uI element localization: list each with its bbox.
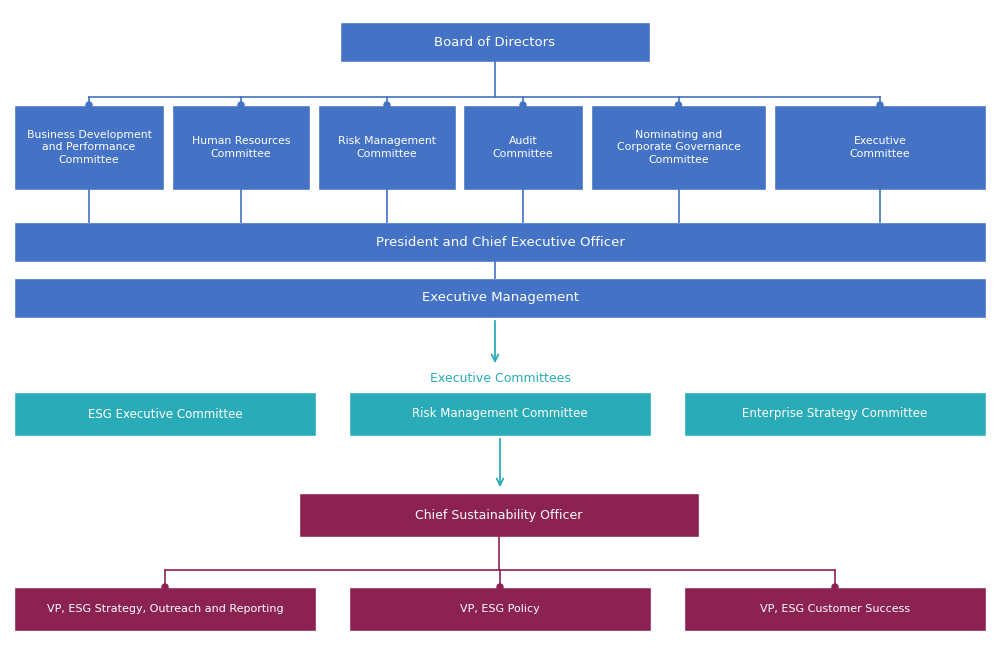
FancyBboxPatch shape xyxy=(774,105,986,190)
Text: Business Development
and Performance
Committee: Business Development and Performance Com… xyxy=(27,130,151,165)
Text: President and Chief Executive Officer: President and Chief Executive Officer xyxy=(376,236,624,249)
FancyBboxPatch shape xyxy=(172,105,310,190)
Text: Risk Management
Committee: Risk Management Committee xyxy=(338,136,436,159)
Circle shape xyxy=(676,102,682,108)
FancyBboxPatch shape xyxy=(14,587,316,631)
Circle shape xyxy=(162,584,168,590)
FancyBboxPatch shape xyxy=(318,105,456,190)
FancyBboxPatch shape xyxy=(14,105,164,190)
Circle shape xyxy=(384,102,390,108)
FancyBboxPatch shape xyxy=(14,278,986,318)
Text: Enterprise Strategy Committee: Enterprise Strategy Committee xyxy=(742,407,928,421)
Text: Nominating and
Corporate Governance
Committee: Nominating and Corporate Governance Comm… xyxy=(617,130,740,165)
Text: Executive Management: Executive Management xyxy=(422,291,578,304)
FancyBboxPatch shape xyxy=(14,392,316,436)
Text: Executive
Committee: Executive Committee xyxy=(850,136,910,159)
Text: VP, ESG Customer Success: VP, ESG Customer Success xyxy=(760,604,910,614)
Circle shape xyxy=(520,102,526,108)
Text: ESG Executive Committee: ESG Executive Committee xyxy=(88,407,242,421)
FancyBboxPatch shape xyxy=(591,105,766,190)
Text: Executive Committees: Executive Committees xyxy=(430,372,570,385)
Text: Chief Sustainability Officer: Chief Sustainability Officer xyxy=(415,509,583,522)
Circle shape xyxy=(832,584,838,590)
FancyBboxPatch shape xyxy=(340,22,650,62)
Text: Audit
Committee: Audit Committee xyxy=(493,136,553,159)
FancyBboxPatch shape xyxy=(684,392,986,436)
FancyBboxPatch shape xyxy=(349,392,651,436)
FancyBboxPatch shape xyxy=(684,587,986,631)
FancyBboxPatch shape xyxy=(299,493,699,537)
Circle shape xyxy=(238,102,244,108)
Circle shape xyxy=(86,102,92,108)
Text: VP, ESG Strategy, Outreach and Reporting: VP, ESG Strategy, Outreach and Reporting xyxy=(47,604,283,614)
FancyBboxPatch shape xyxy=(349,587,651,631)
Text: Human Resources
Committee: Human Resources Committee xyxy=(192,136,290,159)
FancyBboxPatch shape xyxy=(463,105,583,190)
Circle shape xyxy=(877,102,883,108)
Text: VP, ESG Policy: VP, ESG Policy xyxy=(460,604,540,614)
FancyBboxPatch shape xyxy=(14,222,986,262)
Text: Risk Management Committee: Risk Management Committee xyxy=(412,407,588,421)
Circle shape xyxy=(497,584,503,590)
Text: Board of Directors: Board of Directors xyxy=(434,35,556,48)
